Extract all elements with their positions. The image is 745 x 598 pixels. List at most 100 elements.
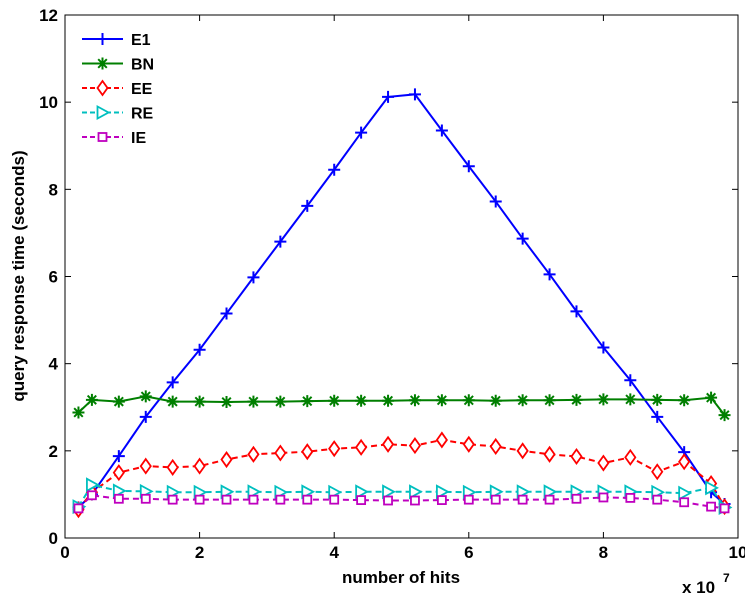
data-point [436, 495, 447, 505]
series-bn [72, 390, 731, 422]
data-point [408, 437, 422, 455]
data-point [247, 395, 260, 408]
data-point [329, 494, 340, 505]
data-point [85, 393, 98, 406]
data-point [301, 443, 314, 461]
legend-marker [96, 104, 111, 121]
data-point [87, 490, 97, 501]
data-point [274, 235, 287, 248]
data-point [462, 160, 475, 173]
data-point [86, 477, 100, 493]
x-tick-label: 8 [599, 543, 608, 562]
data-point [166, 376, 179, 389]
data-point [139, 457, 152, 475]
data-point [651, 463, 664, 481]
data-point [139, 410, 152, 423]
data-point [597, 454, 610, 472]
data-point [382, 90, 395, 103]
data-point [302, 494, 313, 505]
data-point [355, 394, 368, 407]
data-point [597, 341, 610, 354]
legend-label: EE [131, 81, 153, 98]
legend-label: IE [131, 130, 146, 147]
data-point [652, 494, 663, 505]
series-ie [73, 490, 730, 514]
data-point [462, 435, 475, 453]
data-point [624, 374, 637, 387]
legend-marker [96, 33, 109, 45]
data-point [274, 444, 287, 462]
x-axis-label: number of hits [342, 568, 460, 587]
y-tick-label: 2 [49, 442, 58, 461]
data-point [274, 395, 287, 408]
series-layer [72, 88, 733, 519]
legend-marker [96, 79, 109, 97]
data-point [166, 395, 179, 408]
y-tick-label: 10 [39, 93, 58, 112]
data-point [355, 126, 368, 139]
data-point [570, 305, 583, 318]
data-point [678, 394, 691, 407]
x-tick-label: 0 [60, 543, 69, 562]
data-point [247, 271, 260, 284]
x-tick-label: 4 [329, 543, 339, 562]
legend: E1 BN EE RE IE [82, 32, 154, 147]
data-point [72, 406, 85, 419]
data-point [247, 445, 260, 463]
data-point [435, 394, 448, 407]
data-point [570, 447, 583, 466]
y-tick-label: 6 [49, 268, 58, 287]
y-tick-label: 12 [39, 6, 58, 25]
data-point [301, 395, 314, 408]
legend-label: E1 [131, 32, 151, 49]
data-point [301, 199, 314, 212]
y-tick-label: 4 [49, 355, 59, 374]
data-point [651, 410, 664, 423]
data-point [410, 495, 420, 506]
legend-label: BN [131, 57, 154, 74]
data-point [516, 442, 529, 460]
data-point [719, 503, 730, 514]
y-axis-label: query response time (seconds) [9, 150, 28, 401]
data-point [193, 457, 206, 475]
data-point [248, 494, 259, 505]
data-point [382, 484, 396, 500]
data-point [570, 393, 583, 406]
data-point [193, 395, 206, 408]
data-point [462, 394, 475, 407]
legend-marker [96, 57, 109, 70]
data-point [112, 395, 125, 408]
data-point [355, 484, 369, 500]
data-point [220, 396, 233, 409]
data-point [571, 493, 582, 504]
data-point [356, 495, 367, 505]
data-point [220, 307, 233, 320]
data-point [516, 232, 529, 245]
data-point [705, 391, 718, 404]
data-point [328, 394, 341, 407]
data-point [489, 437, 502, 456]
data-point [651, 393, 664, 406]
data-point [517, 494, 528, 505]
data-point [193, 343, 206, 356]
data-point [382, 394, 395, 407]
data-point [543, 394, 556, 407]
x-tick-label: 10 [729, 543, 745, 562]
data-point [73, 503, 84, 514]
y-tick-label: 0 [49, 529, 58, 548]
x-tick-label: 6 [464, 543, 473, 562]
data-point [543, 268, 556, 281]
data-point [139, 390, 152, 403]
data-point [718, 409, 731, 422]
x-exponent-label: x 10 [682, 578, 715, 597]
data-point [220, 451, 233, 469]
data-point [328, 163, 341, 176]
data-point [355, 438, 368, 456]
data-point [166, 458, 179, 476]
data-point [435, 431, 448, 449]
data-point [705, 480, 719, 496]
data-point [112, 464, 125, 482]
data-point [706, 501, 716, 512]
data-point [408, 394, 421, 407]
